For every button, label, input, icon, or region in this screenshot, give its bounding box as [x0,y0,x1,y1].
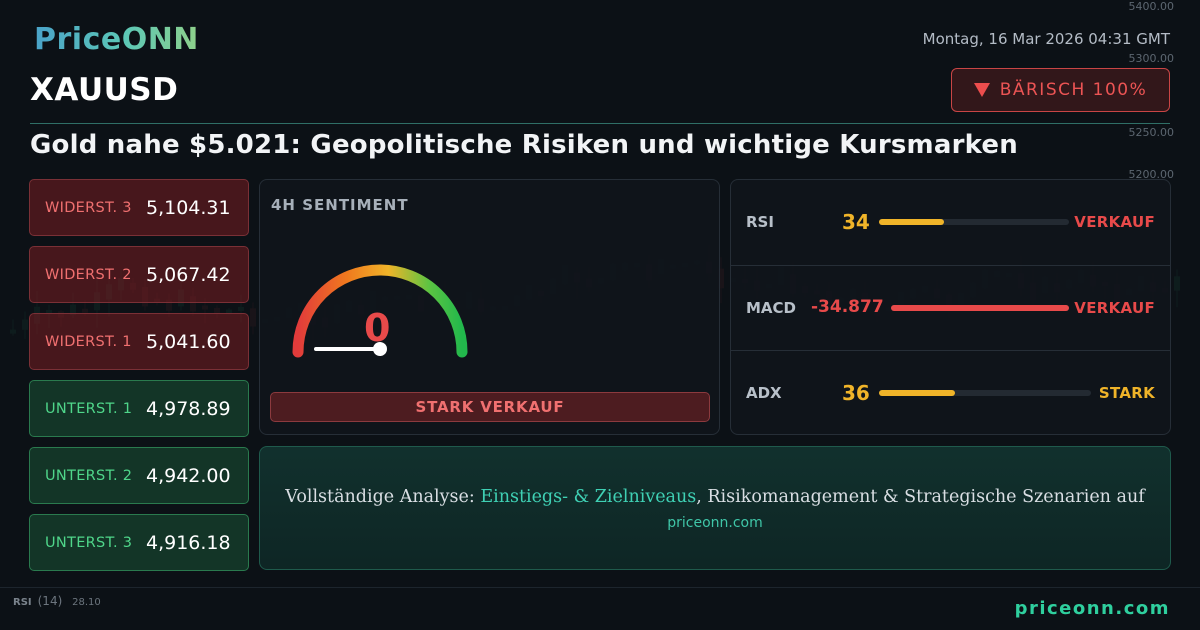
indicator-bar-fill [891,305,1069,311]
price-scale-label: 5400.00 [1128,0,1175,13]
triangle-down-icon [973,83,990,97]
level-resistance-3: WIDERST. 3 5,104.31 [29,179,249,236]
indicator-name: ADX [746,384,782,402]
datetime: Montag, 16 Mar 2026 04:31 GMT [922,30,1170,48]
price-scale-label: 5300.00 [1128,52,1175,65]
indicator-bar-fill [879,390,956,396]
headline: Gold nahe $5.021: Geopolitische Risiken … [30,130,1018,160]
indicator-name: MACD [746,299,796,317]
indicator-row-rsi: RSI 34 VERKAUF [731,180,1170,265]
level-value: 5,041.60 [146,330,231,353]
level-value: 4,978.89 [146,397,231,420]
cta-link[interactable]: priceonn.com [667,515,763,531]
cta-text: Vollständige Analyse: Einstiegs- & Zieln… [260,487,1170,507]
rsi-values: 28.10 [72,597,101,608]
price-scale-label: 5200.00 [1128,168,1175,181]
gauge-arc [292,264,468,358]
indicator-divider [731,265,1170,266]
indicator-signal: VERKAUF [1074,299,1155,317]
indicator-name: RSI [746,213,774,231]
indicator-bar [879,219,1069,225]
indicator-bar [891,305,1069,311]
background-rsi-label: RSI (14) 28.10 [13,594,101,608]
level-label: WIDERST. 2 [45,266,132,283]
cta-suffix: , Risikomanagement & Strategische Szenar… [696,487,1145,507]
level-support-1: UNTERST. 1 4,978.89 [29,380,249,437]
symbol-title: XAUUSD [30,72,179,108]
cta-prefix: Vollständige Analyse: [285,487,481,507]
rsi-label-text: RSI [13,597,32,608]
analysis-cta[interactable]: Vollständige Analyse: Einstiegs- & Zieln… [259,446,1171,570]
level-value: 4,916.18 [146,531,231,554]
indicator-bar-fill [879,219,944,225]
indicator-divider [731,350,1170,351]
footer-url[interactable]: priceonn.com [1014,598,1170,619]
gauge-pivot [373,342,387,356]
level-resistance-1: WIDERST. 1 5,041.60 [29,313,249,370]
indicator-value: 34 [842,210,870,234]
indicator-signal: VERKAUF [1074,213,1155,231]
levels-list: WIDERST. 3 5,104.31 WIDERST. 2 5,067.42 … [29,179,249,581]
sentiment-title: 4H SENTIMENT [271,196,409,214]
gauge-value: 0 [364,306,391,350]
sentiment-badge-label: BÄRISCH 100% [999,80,1148,100]
rsi-period: (14) [37,594,63,608]
level-label: UNTERST. 2 [45,467,133,484]
price-scale-label: 5250.00 [1128,126,1175,139]
level-support-2: UNTERST. 2 4,942.00 [29,447,249,504]
level-support-3: UNTERST. 3 4,916.18 [29,514,249,571]
indicator-signal: STARK [1098,384,1155,402]
level-label: UNTERST. 1 [45,400,133,417]
sentiment-gauge [292,264,468,358]
level-label: WIDERST. 1 [45,333,132,350]
indicators-panel: RSI 34 VERKAUF MACD -34.877 VERKAUF ADX … [730,179,1171,435]
logo: PriceONN [34,22,199,57]
sentiment-badge: BÄRISCH 100% [951,68,1170,112]
header-divider [30,123,1170,124]
indicator-row-macd: MACD -34.877 VERKAUF [731,265,1170,350]
footer-divider [0,587,1200,588]
indicator-value: -34.877 [811,297,884,317]
cta-highlight: Einstiegs- & Zielniveaus [480,487,697,507]
indicator-row-adx: ADX 36 STARK [731,350,1170,435]
level-label: WIDERST. 3 [45,199,132,216]
indicator-value: 36 [842,381,870,405]
level-value: 5,067.42 [146,263,231,286]
level-value: 5,104.31 [146,196,231,219]
sentiment-signal: STARK VERKAUF [270,392,710,422]
indicator-bar [879,390,1091,396]
sentiment-panel: 4H SENTIMENT 0 STARK VERKAUF [259,179,720,435]
level-resistance-2: WIDERST. 2 5,067.42 [29,246,249,303]
level-label: UNTERST. 3 [45,534,133,551]
level-value: 4,942.00 [146,464,231,487]
